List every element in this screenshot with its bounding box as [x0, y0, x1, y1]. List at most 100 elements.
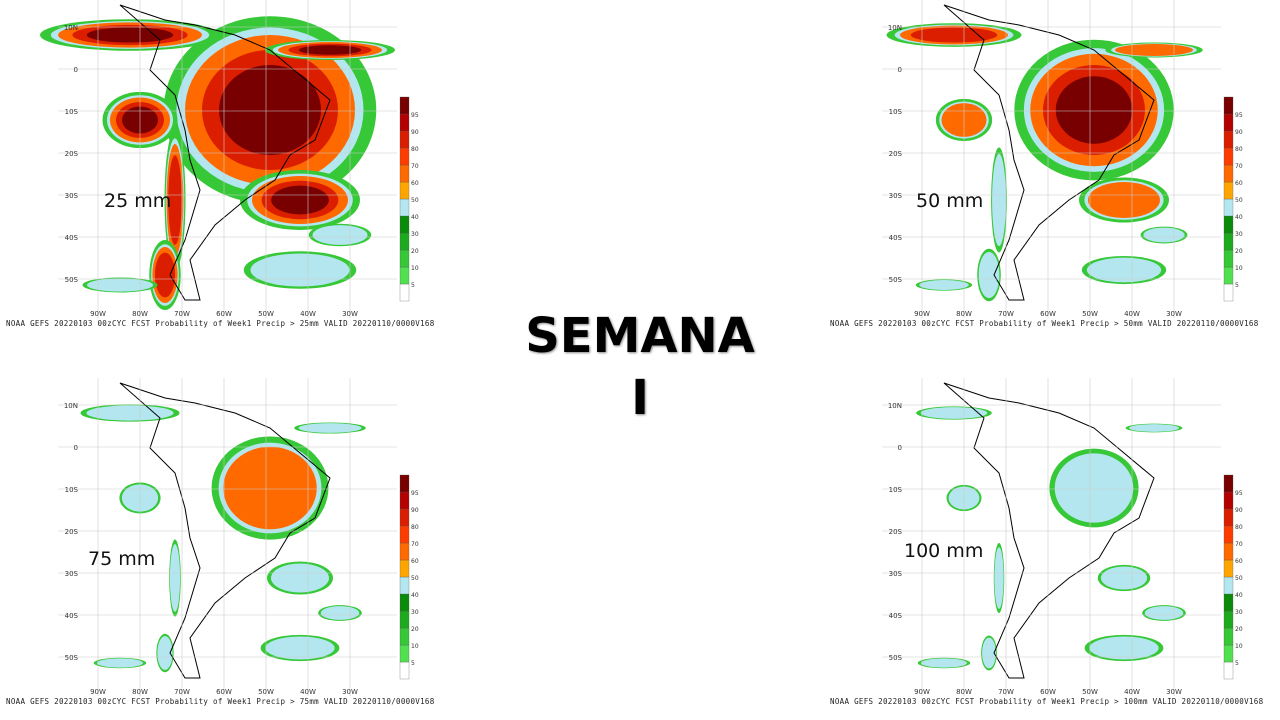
- lat-tick-label: 10N: [64, 24, 78, 32]
- precip-area: [1115, 44, 1193, 56]
- colorbar-label: 20: [1235, 626, 1243, 633]
- colorbar-swatch: [1223, 491, 1234, 510]
- colorbar-label: 70: [1235, 541, 1243, 548]
- colorbar-swatch: [399, 474, 410, 493]
- lat-tick-label: 40S: [65, 234, 79, 242]
- precip-area: [154, 252, 176, 298]
- precip-area: [1100, 566, 1148, 590]
- colorbar-swatch: [399, 593, 410, 612]
- colorbar-label: 50: [1235, 197, 1243, 204]
- colorbar: 5 10 20 30 40 50 60 70 80 90 95: [399, 96, 419, 302]
- colorbar-swatch: [1223, 181, 1234, 200]
- lon-tick-label: 30W: [342, 310, 358, 318]
- colorbar-swatch: [399, 266, 410, 285]
- colorbar-swatch: [399, 181, 410, 200]
- precip-area: [271, 185, 329, 215]
- lat-tick-label: 10N: [888, 24, 902, 32]
- lon-tick-label: 40W: [1124, 310, 1140, 318]
- colorbar-swatch: [1223, 542, 1234, 561]
- precip-area: [86, 27, 174, 43]
- lon-tick-label: 50W: [258, 688, 274, 696]
- colorbar-swatch: [1223, 130, 1234, 149]
- colorbar-swatch: [399, 215, 410, 234]
- threshold-label: 25 mm: [104, 190, 172, 212]
- lat-tick-label: 0: [74, 444, 78, 452]
- lat-tick-label: 30S: [889, 192, 903, 200]
- lat-tick-label: 40S: [65, 612, 79, 620]
- lon-tick-label: 90W: [914, 688, 930, 696]
- colorbar: 5 10 20 30 40 50 60 70 80 90 95: [399, 474, 419, 680]
- colorbar-swatch: [1223, 249, 1234, 268]
- colorbar-label: 10: [411, 643, 419, 650]
- lat-tick-label: 20S: [889, 150, 903, 158]
- colorbar-swatch: [1223, 113, 1234, 132]
- map-area: [882, 378, 1221, 696]
- colorbar-label: 60: [1235, 558, 1243, 565]
- colorbar-swatch: [1223, 576, 1234, 595]
- colorbar-label: 20: [411, 626, 419, 633]
- lon-tick-label: 70W: [174, 688, 190, 696]
- colorbar-swatch: [399, 644, 410, 663]
- colorbar-swatch: [1223, 283, 1234, 302]
- lat-tick-label: 50S: [65, 276, 79, 284]
- precip-area: [1128, 424, 1180, 432]
- colorbar-label: 95: [1235, 490, 1243, 497]
- colorbar-label: 40: [411, 214, 419, 221]
- precip-area: [992, 153, 1006, 247]
- colorbar-label: 30: [1235, 609, 1243, 616]
- map-caption: NOAA GEFS 20220103 00zCYC FCST Probabili…: [830, 319, 1259, 328]
- lat-tick-label: 20S: [65, 150, 79, 158]
- colorbar-swatch: [1223, 661, 1234, 680]
- precip-area: [919, 280, 969, 290]
- lon-tick-label: 40W: [300, 688, 316, 696]
- colorbar-label: 60: [1235, 180, 1243, 187]
- precip-area: [96, 658, 144, 668]
- colorbar-label: 90: [1235, 507, 1243, 514]
- colorbar-label: 20: [1235, 248, 1243, 255]
- colorbar-label: 40: [1235, 214, 1243, 221]
- colorbar-label: 10: [1235, 265, 1243, 272]
- precip-area: [1143, 227, 1185, 243]
- colorbar-label: 80: [411, 146, 419, 153]
- lat-tick-label: 20S: [889, 528, 903, 536]
- coastline: [119, 382, 331, 679]
- precip-area: [298, 423, 362, 433]
- lat-tick-label: 10S: [65, 108, 79, 116]
- precip-area: [1089, 636, 1159, 660]
- colorbar-swatch: [399, 610, 410, 629]
- map-area: [58, 378, 397, 696]
- colorbar-label: 80: [1235, 146, 1243, 153]
- map-panel-25mm: 10N 0 10S 20S 30S 40S 50S 90W 80W 70W 60W 50W 40W 30W…: [0, 0, 460, 340]
- lon-tick-label: 70W: [998, 310, 1014, 318]
- colorbar-swatch: [1223, 164, 1234, 183]
- colorbar-label: 50: [411, 197, 419, 204]
- colorbar-label: 20: [411, 248, 419, 255]
- coastline: [119, 4, 331, 301]
- probability-map: 10N 0 10S 20S 30S 40S 50S 90W 80W 70W 60W 50W 40W 30W…: [58, 378, 419, 696]
- lon-tick-label: 40W: [1124, 688, 1140, 696]
- map-panel-75mm: 10N 0 10S 20S 30S 40S 50S 90W 80W 70W 60W 50W 40W 30W…: [0, 378, 460, 718]
- colorbar-swatch: [1223, 147, 1234, 166]
- precip-area: [920, 407, 988, 419]
- lat-tick-label: 50S: [889, 654, 903, 662]
- precip-area: [219, 65, 321, 155]
- colorbar-label: 95: [1235, 112, 1243, 119]
- colorbar-label: 90: [1235, 129, 1243, 136]
- lat-tick-label: 0: [898, 66, 902, 74]
- colorbar-label: 5: [1235, 660, 1239, 667]
- lon-tick-label: 30W: [342, 688, 358, 696]
- precip-area: [982, 637, 996, 669]
- colorbar-label: 10: [411, 265, 419, 272]
- colorbar-swatch: [399, 232, 410, 251]
- colorbar-swatch: [399, 491, 410, 510]
- lon-tick-label: 60W: [1040, 310, 1056, 318]
- colorbar-swatch: [1223, 644, 1234, 663]
- colorbar-swatch: [399, 661, 410, 680]
- colorbar-swatch: [399, 627, 410, 646]
- lon-tick-label: 60W: [216, 310, 232, 318]
- lat-tick-label: 0: [74, 66, 78, 74]
- precip-area: [312, 225, 368, 245]
- colorbar-label: 50: [1235, 575, 1243, 582]
- colorbar-label: 50: [411, 575, 419, 582]
- colorbar-swatch: [399, 559, 410, 578]
